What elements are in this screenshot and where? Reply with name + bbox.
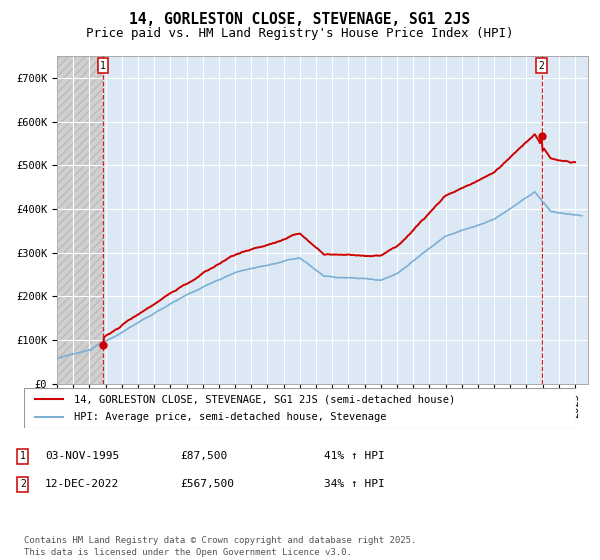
Text: 14, GORLESTON CLOSE, STEVENAGE, SG1 2JS: 14, GORLESTON CLOSE, STEVENAGE, SG1 2JS xyxy=(130,12,470,27)
Text: 03-NOV-1995: 03-NOV-1995 xyxy=(45,451,119,461)
Text: £87,500: £87,500 xyxy=(180,451,227,461)
Text: Price paid vs. HM Land Registry's House Price Index (HPI): Price paid vs. HM Land Registry's House … xyxy=(86,27,514,40)
Text: 1: 1 xyxy=(20,451,26,461)
Text: Contains HM Land Registry data © Crown copyright and database right 2025.
This d: Contains HM Land Registry data © Crown c… xyxy=(24,536,416,557)
Text: 14, GORLESTON CLOSE, STEVENAGE, SG1 2JS (semi-detached house): 14, GORLESTON CLOSE, STEVENAGE, SG1 2JS … xyxy=(74,394,455,404)
Text: 34% ↑ HPI: 34% ↑ HPI xyxy=(324,479,385,489)
Text: 2: 2 xyxy=(539,61,545,71)
Text: 1: 1 xyxy=(100,61,106,71)
Text: £567,500: £567,500 xyxy=(180,479,234,489)
Text: HPI: Average price, semi-detached house, Stevenage: HPI: Average price, semi-detached house,… xyxy=(74,412,386,422)
Bar xyxy=(57,56,103,384)
Text: 41% ↑ HPI: 41% ↑ HPI xyxy=(324,451,385,461)
Text: 2: 2 xyxy=(20,479,26,489)
FancyBboxPatch shape xyxy=(24,388,576,428)
Text: 12-DEC-2022: 12-DEC-2022 xyxy=(45,479,119,489)
